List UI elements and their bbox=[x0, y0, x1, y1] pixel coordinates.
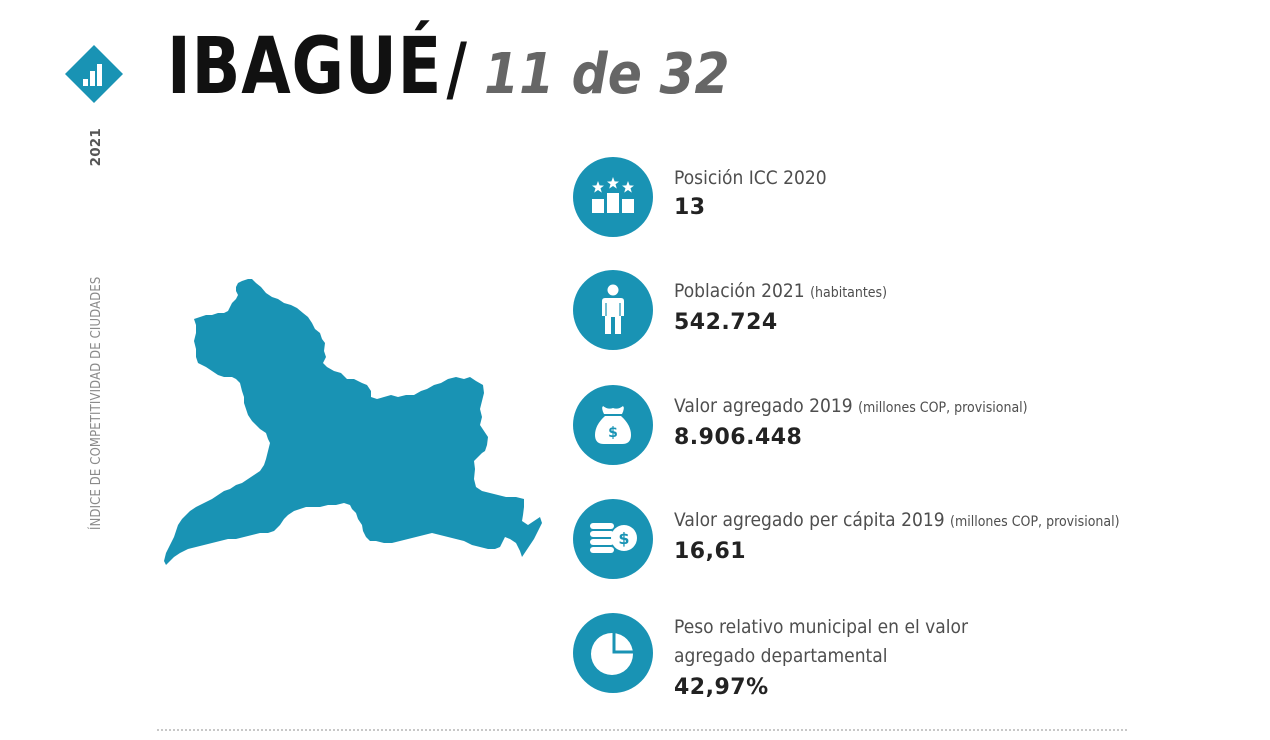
svg-text:$: $ bbox=[608, 425, 618, 441]
municipality-map bbox=[160, 275, 550, 575]
page-title: IBAGUÉ / 11 de 32 bbox=[167, 22, 757, 122]
coins-dollar-icon: $ bbox=[573, 499, 653, 579]
map-shape-icon bbox=[164, 279, 542, 565]
stat-population: Población 2021 (habitantes) 542.724 bbox=[573, 270, 911, 350]
stat-label: Población 2021 (habitantes) bbox=[674, 280, 888, 302]
money-bag-icon: $ bbox=[573, 385, 653, 465]
logo-icon bbox=[64, 44, 124, 104]
stat-unit: (habitantes) bbox=[810, 285, 888, 301]
stat-label: Posición ICC 2020 bbox=[674, 167, 827, 189]
stat-label: Peso relativo municipal en el valor agre… bbox=[674, 616, 969, 667]
stat-value: 542.724 bbox=[674, 310, 778, 335]
person-icon bbox=[573, 270, 653, 350]
stat-label: Valor agregado 2019 (millones COP, provi… bbox=[674, 395, 1028, 417]
title-separator: / bbox=[446, 28, 468, 110]
stat-icc-position: Posición ICC 2020 13 bbox=[573, 157, 844, 237]
stat-value-added: $ Valor agregado 2019 (millones COP, pro… bbox=[573, 385, 1067, 465]
stat-value: 16,61 bbox=[674, 539, 747, 564]
index-name: ÍNDICE DE COMPETITIVIDAD DE CIUDADES bbox=[88, 276, 104, 530]
pie-chart-icon bbox=[573, 613, 653, 693]
stat-value-added-per-capita: $ Valor agregado per cápita 2019 (millon… bbox=[573, 499, 1169, 579]
index-year: 2021 bbox=[88, 128, 104, 167]
podium-stars-icon bbox=[573, 157, 653, 237]
city-rank: 11 de 32 bbox=[483, 42, 730, 107]
city-name: IBAGUÉ bbox=[167, 22, 443, 112]
svg-text:$: $ bbox=[618, 529, 629, 548]
stat-value: 42,97% bbox=[674, 675, 769, 700]
stat-unit: (millones COP, provisional) bbox=[950, 514, 1120, 530]
index-side-label: ÍNDICE DE COMPETITIVIDAD DE CIUDADES 202… bbox=[88, 120, 104, 530]
dotted-divider bbox=[157, 729, 1127, 731]
stat-unit: (millones COP, provisional) bbox=[858, 400, 1028, 416]
stat-label: Valor agregado per cápita 2019 (millones… bbox=[674, 509, 1120, 531]
stat-value: 8.906.448 bbox=[674, 425, 803, 450]
stat-relative-weight: Peso relativo municipal en el valor agre… bbox=[573, 613, 1034, 703]
bar-chart-diamond-icon bbox=[65, 45, 123, 103]
stat-value: 13 bbox=[674, 195, 706, 220]
